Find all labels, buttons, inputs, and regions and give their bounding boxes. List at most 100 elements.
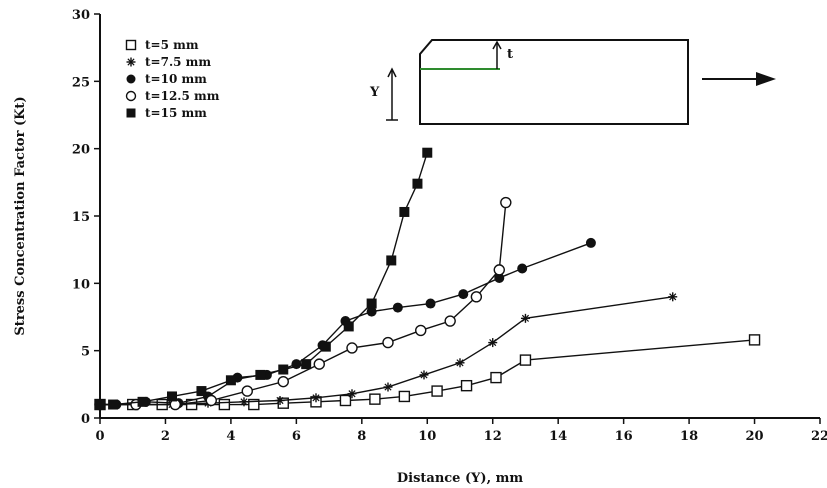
legend-label: t=7.5 mm [145, 55, 211, 69]
legend-item: t=7.5 mm [126, 55, 211, 69]
data-point [347, 389, 357, 399]
data-point [137, 396, 148, 407]
legend-marker [126, 108, 136, 118]
x-tick-label: 10 [418, 429, 436, 444]
data-point [95, 399, 105, 410]
t-dimension-label: t [507, 47, 513, 62]
legend: t=5 mm t=7.5 mm t=10 mm t=12.5 mm t=15 mm [125, 38, 220, 120]
legend-item: t=12.5 mm [125, 89, 220, 103]
series-3 [94, 196, 512, 411]
data-point [425, 298, 436, 309]
data-point [412, 178, 423, 189]
data-point [255, 369, 266, 380]
data-point [748, 334, 761, 346]
data-point [382, 336, 394, 349]
x-tick-label: 6 [292, 429, 301, 444]
y-tick-label: 30 [72, 8, 90, 23]
data-point [225, 375, 236, 386]
series-layer [94, 147, 761, 411]
data-point [668, 292, 678, 302]
data-point [343, 321, 354, 332]
x-tick-label: 8 [357, 429, 366, 444]
data-point [301, 359, 312, 370]
legend-label: t=15 mm [145, 106, 207, 120]
data-point [399, 206, 410, 217]
data-point [366, 298, 377, 309]
data-point [218, 398, 231, 411]
y-tick-label: 0 [81, 412, 90, 427]
data-point [494, 272, 505, 283]
data-point [392, 302, 403, 313]
arrow-up-icon [492, 40, 502, 50]
data-point [488, 338, 498, 348]
data-point [239, 397, 249, 407]
data-point [431, 385, 443, 397]
legend-marker [125, 39, 137, 51]
legend-item: t=10 mm [126, 72, 207, 86]
y-tick-label: 20 [72, 143, 90, 158]
data-point [369, 393, 381, 405]
data-point [339, 394, 352, 407]
specimen-plate-outline [419, 39, 689, 125]
arrow-up-icon [387, 67, 397, 78]
data-point [585, 237, 596, 248]
specimen-schematic: t Y [369, 39, 776, 125]
y-axis-title: Stress Concentration Factor (Kt) [13, 96, 28, 335]
legend-label: t=5 mm [145, 38, 199, 52]
data-point [398, 390, 411, 403]
series-line [100, 202, 507, 406]
data-point [458, 289, 469, 300]
x-tick-label: 12 [484, 429, 502, 444]
x-tick-label: 0 [95, 429, 104, 444]
data-point [241, 385, 253, 397]
x-tick-label: 22 [811, 429, 827, 444]
legend-label: t=12.5 mm [145, 89, 220, 103]
y-axis-ticks: 0 5 10 15 20 25 30 [72, 8, 100, 427]
legend-item: t=15 mm [126, 106, 207, 120]
y-dimension-label: Y [369, 85, 380, 100]
data-point [500, 196, 512, 209]
data-point [419, 370, 429, 380]
data-point [444, 315, 456, 327]
data-point [455, 358, 465, 368]
arrow-right-icon [756, 72, 776, 86]
x-tick-label: 4 [226, 429, 235, 444]
data-point [277, 375, 289, 388]
data-point [196, 386, 207, 397]
data-point [366, 306, 377, 317]
x-tick-label: 14 [549, 429, 567, 444]
y-tick-label: 25 [72, 75, 90, 90]
axes [99, 14, 820, 419]
data-point [493, 264, 505, 276]
x-axis-title: Distance (Y), mm [397, 471, 524, 486]
data-point [248, 398, 260, 411]
data-point [278, 364, 289, 375]
x-tick-label: 18 [680, 429, 698, 444]
data-point [311, 393, 321, 403]
data-point [320, 341, 331, 352]
legend-marker [126, 57, 136, 67]
x-tick-label: 20 [745, 429, 763, 444]
data-point [490, 371, 502, 384]
legend-marker [126, 74, 136, 84]
y-tick-label: 10 [72, 277, 90, 292]
y-tick-label: 5 [81, 345, 90, 360]
legend-item: t=5 mm [125, 38, 199, 52]
data-point [520, 313, 530, 323]
data-point [415, 324, 427, 337]
data-point [205, 394, 217, 407]
legend-label: t=10 mm [145, 72, 207, 86]
data-point [346, 342, 358, 354]
x-tick-label: 2 [161, 429, 170, 444]
data-point [517, 263, 528, 274]
data-point [313, 358, 325, 370]
x-tick-label: 16 [615, 429, 633, 444]
data-point [275, 395, 285, 405]
x-axis-ticks: 0 2 4 6 8 10 12 14 16 18 20 22 [95, 418, 827, 444]
series-line [100, 152, 428, 406]
y-tick-label: 15 [72, 210, 90, 225]
data-point [422, 147, 433, 158]
data-point [167, 391, 177, 402]
data-point [383, 382, 393, 392]
